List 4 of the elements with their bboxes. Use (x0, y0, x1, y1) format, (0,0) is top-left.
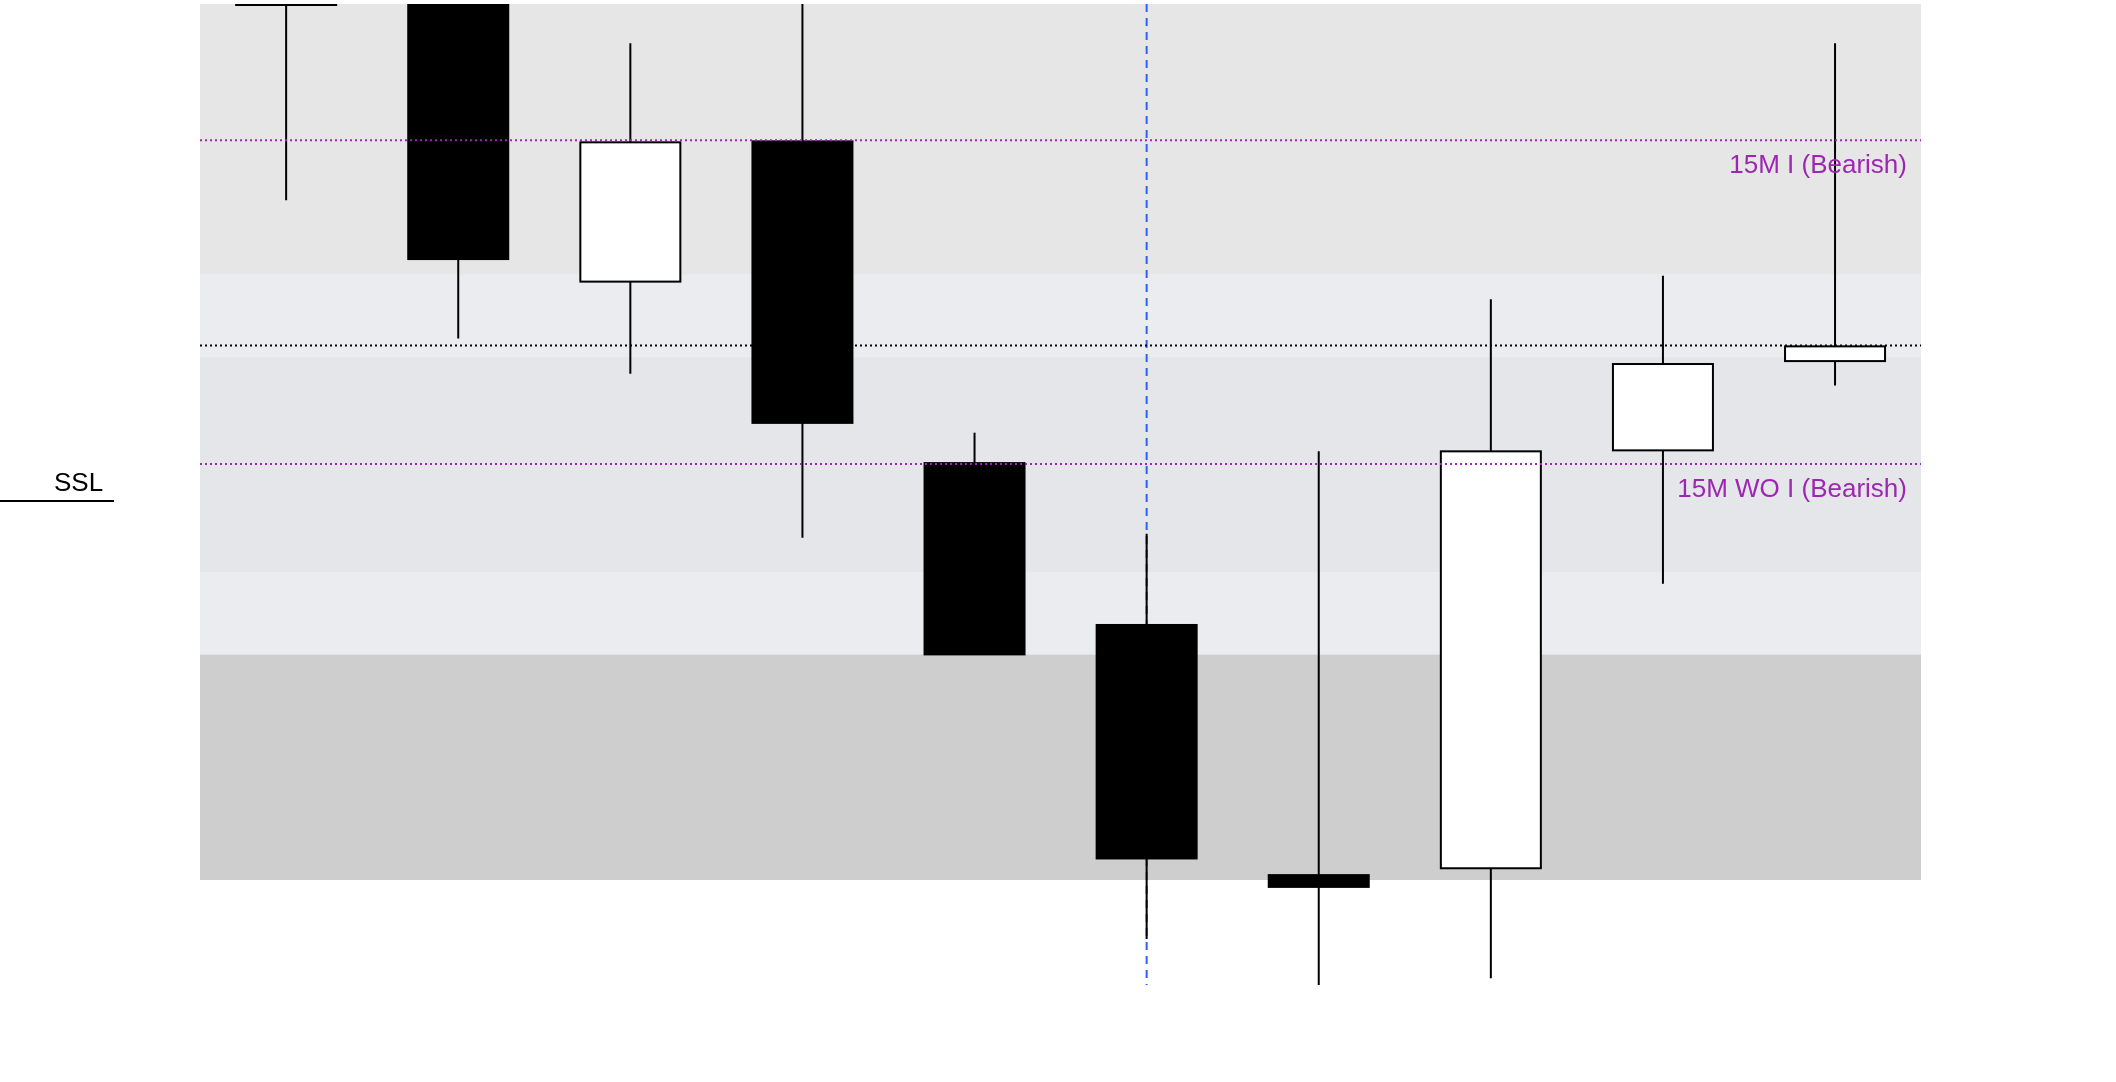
text: SSL (54, 467, 104, 498)
ref-line-label: 15M WO I (Bearish) (1677, 472, 1907, 503)
candlestick (235, 4, 338, 202)
candlestick (1267, 450, 1370, 985)
